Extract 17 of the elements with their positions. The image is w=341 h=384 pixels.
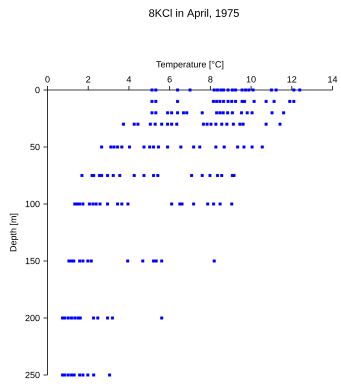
x-tick-label: 8 [208, 76, 212, 82]
y-axis-title: Depth [m] [10, 214, 18, 252]
x-tick-label: 14 [328, 76, 338, 82]
x-axis-title: Temperature [°C] [156, 60, 224, 70]
chart-title: 8KCl in April, 1975 [149, 8, 239, 20]
x-tick-label: 2 [86, 76, 90, 82]
y-tick-label: 0 [35, 86, 40, 94]
y-tick-label: 50 [30, 144, 40, 150]
x-tick-label: 10 [246, 76, 256, 82]
x-tick-label: 12 [287, 76, 296, 82]
y-tick-label: 150 [26, 258, 40, 264]
y-tick-label: 200 [25, 314, 40, 322]
x-tick-label: 6 [168, 76, 172, 82]
y-tick-label: 250 [25, 372, 40, 378]
x-tick-label: 0 [45, 76, 50, 82]
y-tick-label: 100 [26, 200, 40, 208]
x-tick-label: 4 [126, 76, 132, 82]
